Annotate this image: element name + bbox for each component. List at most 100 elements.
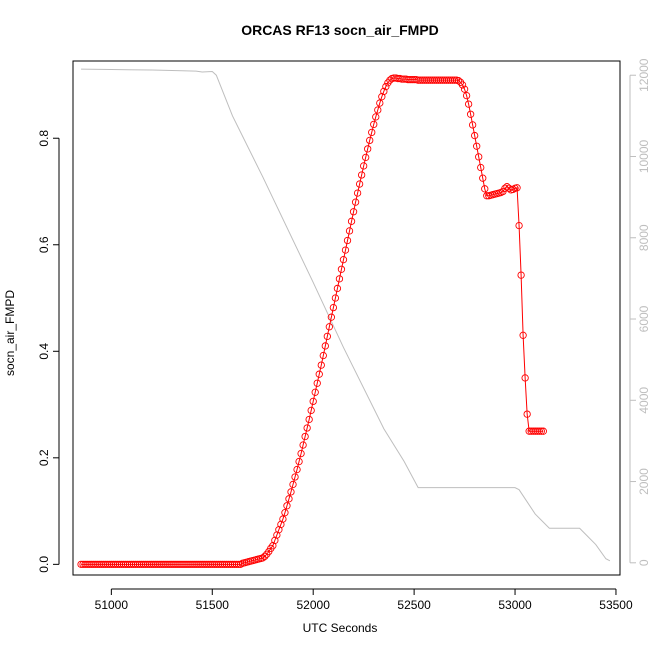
altitude-line bbox=[81, 68, 611, 562]
data-point bbox=[535, 427, 543, 435]
data-point bbox=[517, 271, 525, 279]
y2-tick-label: 10000 bbox=[637, 139, 650, 173]
data-point bbox=[481, 185, 489, 193]
data-point bbox=[317, 361, 325, 369]
y-tick-label: 0.6 bbox=[37, 236, 51, 253]
data-point bbox=[341, 246, 350, 254]
data-point bbox=[333, 284, 342, 293]
data-point bbox=[293, 465, 301, 474]
data-point bbox=[364, 145, 372, 153]
data-point bbox=[513, 184, 521, 192]
y-tick-label: 0.0 bbox=[37, 556, 51, 573]
socn-air-fmpd-line bbox=[81, 77, 544, 565]
data-point bbox=[305, 415, 313, 424]
data-point bbox=[345, 227, 354, 235]
data-point bbox=[297, 449, 305, 458]
data-point bbox=[353, 189, 362, 197]
data-point bbox=[301, 432, 309, 441]
chart-title: ORCAS RF13 socn_air_FMPD bbox=[241, 22, 439, 38]
data-point bbox=[347, 217, 356, 225]
data-point bbox=[471, 131, 479, 140]
data-point bbox=[382, 82, 390, 91]
x-tick-label: 51000 bbox=[95, 598, 129, 612]
y2-tick-label: 8000 bbox=[637, 224, 650, 251]
y-tick-label: 0.2 bbox=[37, 449, 51, 466]
data-point bbox=[460, 85, 469, 93]
x-tick-label: 51500 bbox=[196, 598, 230, 612]
plot-frame bbox=[72, 60, 621, 576]
x-axis-label: UTC Seconds bbox=[303, 621, 378, 635]
data-point bbox=[339, 256, 348, 264]
data-point bbox=[473, 142, 481, 150]
x-tick-label: 52000 bbox=[297, 598, 331, 612]
data-point bbox=[537, 427, 545, 435]
data-point bbox=[462, 91, 471, 100]
data-point bbox=[468, 121, 477, 129]
data-point bbox=[519, 331, 527, 339]
data-point bbox=[343, 236, 352, 245]
data-point bbox=[325, 323, 333, 331]
x-tick-label: 53000 bbox=[498, 598, 532, 612]
plot-border bbox=[72, 60, 621, 576]
y2-tick-label: 2000 bbox=[637, 468, 650, 495]
data-point bbox=[357, 171, 366, 179]
data-point bbox=[295, 457, 303, 466]
data-point bbox=[289, 480, 297, 489]
data-point bbox=[283, 502, 291, 510]
data-point bbox=[355, 180, 364, 188]
data-point bbox=[521, 374, 529, 382]
data-point bbox=[307, 406, 315, 415]
altitude-series bbox=[81, 68, 611, 562]
data-point bbox=[376, 99, 384, 107]
x-tick-label: 52500 bbox=[397, 598, 431, 612]
y2-tick-label: 12000 bbox=[637, 58, 650, 92]
data-point bbox=[261, 552, 269, 561]
data-point bbox=[321, 342, 329, 350]
y2-tick-label: 0 bbox=[637, 559, 650, 566]
data-point bbox=[349, 208, 358, 216]
data-point bbox=[368, 128, 376, 137]
data-point bbox=[466, 110, 475, 118]
data-point bbox=[479, 174, 487, 182]
data-point bbox=[337, 265, 346, 273]
data-point bbox=[279, 515, 287, 523]
y-tick-label: 0.8 bbox=[37, 130, 51, 147]
data-point bbox=[315, 370, 323, 378]
data-point bbox=[515, 221, 523, 230]
data-point bbox=[374, 106, 382, 114]
data-point bbox=[477, 163, 485, 172]
data-point bbox=[287, 488, 295, 496]
x-axis: 51000 51500 52000 52500 53000 53500 bbox=[95, 588, 633, 612]
data-point bbox=[362, 153, 370, 162]
data-point bbox=[285, 495, 293, 503]
data-point bbox=[309, 397, 317, 406]
data-point bbox=[335, 275, 344, 283]
data-point bbox=[303, 424, 311, 432]
data-point bbox=[523, 410, 531, 418]
y-axis-left: 0.0 0.2 0.4 0.6 0.8 bbox=[37, 130, 60, 573]
data-point bbox=[299, 441, 307, 449]
data-point bbox=[539, 427, 547, 435]
data-point bbox=[475, 153, 483, 161]
data-point bbox=[366, 136, 374, 145]
y2-tick-label: 6000 bbox=[637, 305, 650, 332]
data-point bbox=[327, 313, 336, 321]
data-point bbox=[331, 294, 340, 302]
data-point bbox=[464, 100, 473, 108]
data-point bbox=[291, 473, 299, 481]
data-point bbox=[370, 120, 378, 129]
data-point bbox=[360, 162, 368, 170]
data-point bbox=[311, 388, 319, 396]
y-axis-right: 0 2000 4000 6000 8000 10000 12000 bbox=[629, 58, 650, 566]
data-point bbox=[329, 303, 338, 312]
data-point bbox=[313, 379, 321, 387]
data-point bbox=[281, 509, 289, 517]
socn-air-fmpd-series bbox=[77, 74, 547, 568]
data-point bbox=[372, 113, 380, 121]
data-point bbox=[380, 87, 388, 96]
y-axis-label: socn_air_FMPD bbox=[3, 290, 17, 376]
data-point bbox=[323, 332, 331, 341]
data-point bbox=[259, 554, 267, 562]
data-point bbox=[351, 198, 360, 206]
